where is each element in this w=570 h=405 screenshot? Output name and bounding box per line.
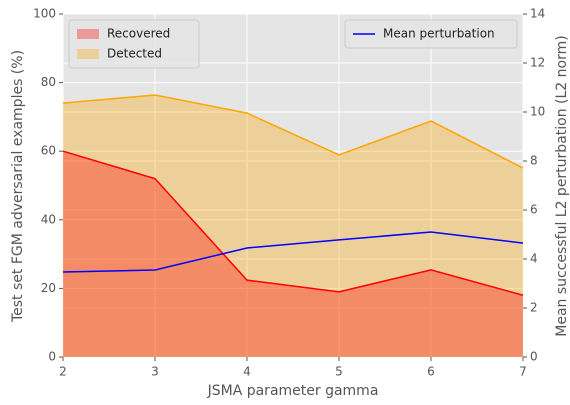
y-tick-label: 100 xyxy=(33,7,56,21)
x-axis-label: JSMA parameter gamma xyxy=(207,383,379,399)
x-tick-label: 6 xyxy=(427,365,435,379)
y2-tick-label: 4 xyxy=(530,252,538,266)
y2-tick-label: 10 xyxy=(530,105,545,119)
y-axis-label: Test set FGM adversarial examples (%) xyxy=(10,50,26,323)
area-fill xyxy=(63,94,523,357)
legend-label: Detected xyxy=(107,47,162,61)
y2-axis-label: Mean successful L2 perturbation (L2 norm… xyxy=(554,35,570,336)
y2-tick-label: 6 xyxy=(530,203,538,217)
area-line xyxy=(62,94,524,169)
y-tick-label: 40 xyxy=(41,212,56,226)
y-tick-label: 80 xyxy=(41,75,56,89)
x-tick-label: 2 xyxy=(59,365,67,379)
y2-tick-label: 2 xyxy=(530,301,538,315)
y2-tick-label: 14 xyxy=(530,7,545,21)
y-tick-label: 20 xyxy=(41,281,56,295)
area-line xyxy=(62,150,524,296)
y2-tick-label: 12 xyxy=(530,56,545,70)
area-fill xyxy=(63,151,523,357)
y-tick-label: 0 xyxy=(48,350,56,364)
y-tick-label: 60 xyxy=(41,144,56,158)
plot-background xyxy=(63,14,523,357)
y2-tick-label: 8 xyxy=(530,154,538,168)
x-tick-label: 3 xyxy=(151,365,159,379)
legend-box xyxy=(68,19,200,69)
x-tick-label: 5 xyxy=(335,365,343,379)
legend-swatch xyxy=(77,49,99,59)
legend-label: Mean perturbation xyxy=(383,27,495,41)
x-tick-label: 4 xyxy=(243,365,251,379)
legend-label: Recovered xyxy=(107,27,170,41)
legend-box xyxy=(344,19,518,49)
legend-swatch xyxy=(77,29,99,39)
line xyxy=(62,231,524,273)
y2-tick-label: 0 xyxy=(530,350,538,364)
x-tick-label: 7 xyxy=(519,365,527,379)
